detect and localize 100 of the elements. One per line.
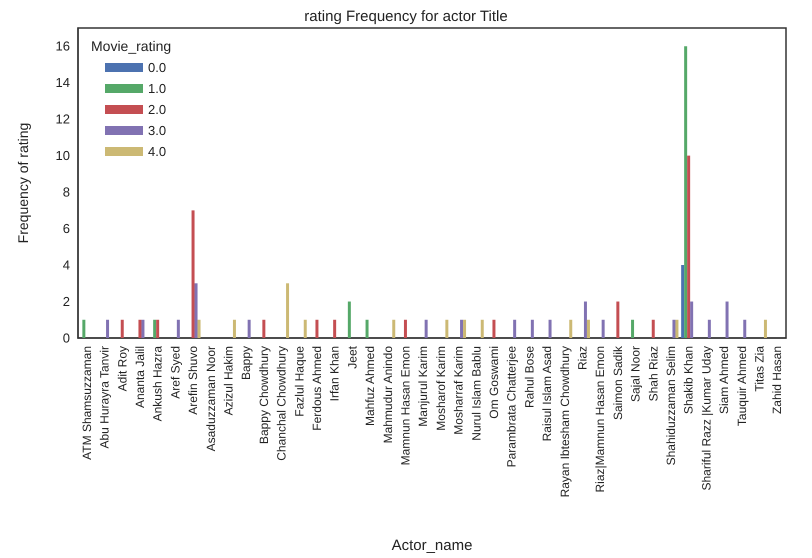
- bar: [194, 283, 198, 338]
- x-tick-label: Mamnun Hasan Emon: [398, 346, 412, 466]
- x-tick-label: Irfan Khan: [328, 346, 342, 402]
- x-tick-label: Arefin Shuvo: [186, 346, 200, 415]
- x-tick-label: Mosharraf Karim: [452, 346, 466, 435]
- x-tick-label: Shakib Khan: [682, 346, 696, 414]
- y-tick-label: 14: [56, 75, 70, 90]
- x-tick-label: Mahmudur Anindo: [380, 346, 395, 444]
- bar: [492, 320, 496, 338]
- chart-title: rating Frequency for actor Title: [304, 8, 508, 25]
- bar: [445, 320, 448, 338]
- bar: [248, 320, 251, 338]
- x-tick-label: Ankush Hazra: [150, 346, 165, 422]
- bar: [120, 320, 124, 338]
- x-tick-label: Nurul Islam Bablu: [469, 346, 484, 441]
- bar: [156, 320, 160, 338]
- x-tick-label: Jeet: [345, 345, 360, 369]
- bar: [726, 302, 729, 338]
- x-tick-label: Adit Roy: [115, 346, 130, 392]
- x-tick-label: Azizul Hakim: [221, 346, 236, 416]
- bar: [82, 320, 86, 338]
- bar: [569, 320, 572, 338]
- legend-label: 0.0: [148, 60, 166, 75]
- x-tick-label: Abu Hurayra Tanvir: [98, 346, 112, 448]
- bar: [460, 320, 464, 338]
- y-tick-label: 12: [56, 112, 70, 127]
- bar: [424, 320, 428, 338]
- x-tick-label: Sajal Noor: [628, 346, 643, 402]
- bar: [631, 320, 634, 338]
- y-tick-label: 2: [62, 294, 70, 310]
- x-tick-label: Mosharof Karim: [434, 346, 448, 431]
- legend-title: Movie_rating: [91, 38, 172, 54]
- bar: [392, 320, 396, 338]
- y-axis-title: Frequency of rating: [15, 122, 31, 244]
- x-tick-label: Bappy: [239, 346, 254, 380]
- bar: [513, 320, 516, 338]
- bar: [198, 320, 201, 338]
- bar: [141, 320, 144, 338]
- bar: [480, 320, 484, 338]
- bar: [348, 302, 351, 338]
- legend-label: 3.0: [148, 123, 166, 138]
- x-tick-label: Fazlul Haque: [292, 346, 306, 417]
- x-axis-title: Actor_name: [392, 537, 472, 554]
- x-tick-label: Mahfuz Ahmed: [363, 346, 378, 426]
- x-tick-label: Aref Syed: [168, 346, 182, 399]
- bar: [616, 302, 620, 338]
- y-tick-label: 6: [62, 221, 70, 236]
- x-tick-label: Rayan Ibtesham Chowdhury: [558, 346, 572, 498]
- bar: [315, 320, 318, 338]
- y-tick-label: 0: [62, 330, 70, 346]
- legend-label: 1.0: [148, 81, 166, 96]
- x-tick-label: Shariful Razz |Kumar Uday: [699, 346, 714, 491]
- bar: [584, 302, 587, 338]
- x-tick-label: Titas Zia: [752, 346, 766, 392]
- bar: [687, 156, 690, 338]
- bar: [708, 320, 711, 338]
- x-tick-label: Raisul Islam Asad: [540, 346, 554, 442]
- bar: [304, 320, 307, 338]
- bar: [764, 320, 767, 338]
- x-tick-label: Saimon Sadik: [610, 345, 625, 420]
- bar: [681, 265, 684, 338]
- bar: [192, 210, 195, 338]
- x-tick-label: ATM Shamsuzzaman: [80, 346, 94, 460]
- x-tick-label: Manjurul Karim: [416, 346, 430, 427]
- bar: [366, 320, 369, 338]
- x-tick-label: Bappy Chowdhury: [256, 346, 271, 444]
- y-tick-label: 4: [62, 258, 70, 273]
- x-tick-label: Ferdous Ahmed: [310, 346, 324, 431]
- x-tick-label: Chanchal Chowdhury: [274, 346, 289, 461]
- x-tick-label: Om Goswami: [486, 346, 501, 419]
- y-tick-label: 10: [56, 148, 70, 164]
- bar: [138, 320, 142, 338]
- legend-label: 4.0: [148, 144, 166, 159]
- x-tick-label: Rahul Bose: [522, 346, 536, 408]
- bar: [106, 320, 110, 338]
- bar: [404, 320, 407, 338]
- bar: [333, 320, 336, 338]
- bar: [463, 320, 466, 338]
- bar: [684, 46, 688, 338]
- legend-label: 2.0: [148, 102, 166, 117]
- x-tick-label: Asaduzzaman Noor: [204, 346, 218, 452]
- x-tick-label: Riaz|Mamnun Hasan Emon: [593, 346, 608, 493]
- bar: [548, 320, 552, 338]
- bar: [652, 320, 655, 338]
- x-tick-label: Tauquir Ahmed: [734, 346, 749, 426]
- bar: [672, 320, 676, 338]
- bar: [743, 320, 746, 338]
- bar: [153, 320, 156, 338]
- bar: [690, 302, 694, 338]
- bar: [675, 320, 678, 338]
- bar: [586, 320, 590, 338]
- x-tick-label: Shah Riaz: [646, 346, 660, 402]
- x-tick-label: Riaz: [575, 346, 590, 370]
- bar: [602, 320, 605, 338]
- bar: [262, 320, 266, 338]
- bar: [286, 283, 290, 338]
- bar: [232, 320, 236, 338]
- x-tick-label: Shahiduzzaman Selim: [664, 346, 678, 466]
- x-tick-label: Siam Ahmed: [717, 346, 732, 414]
- x-tick-label: Parambrata Chatterjee: [504, 346, 519, 468]
